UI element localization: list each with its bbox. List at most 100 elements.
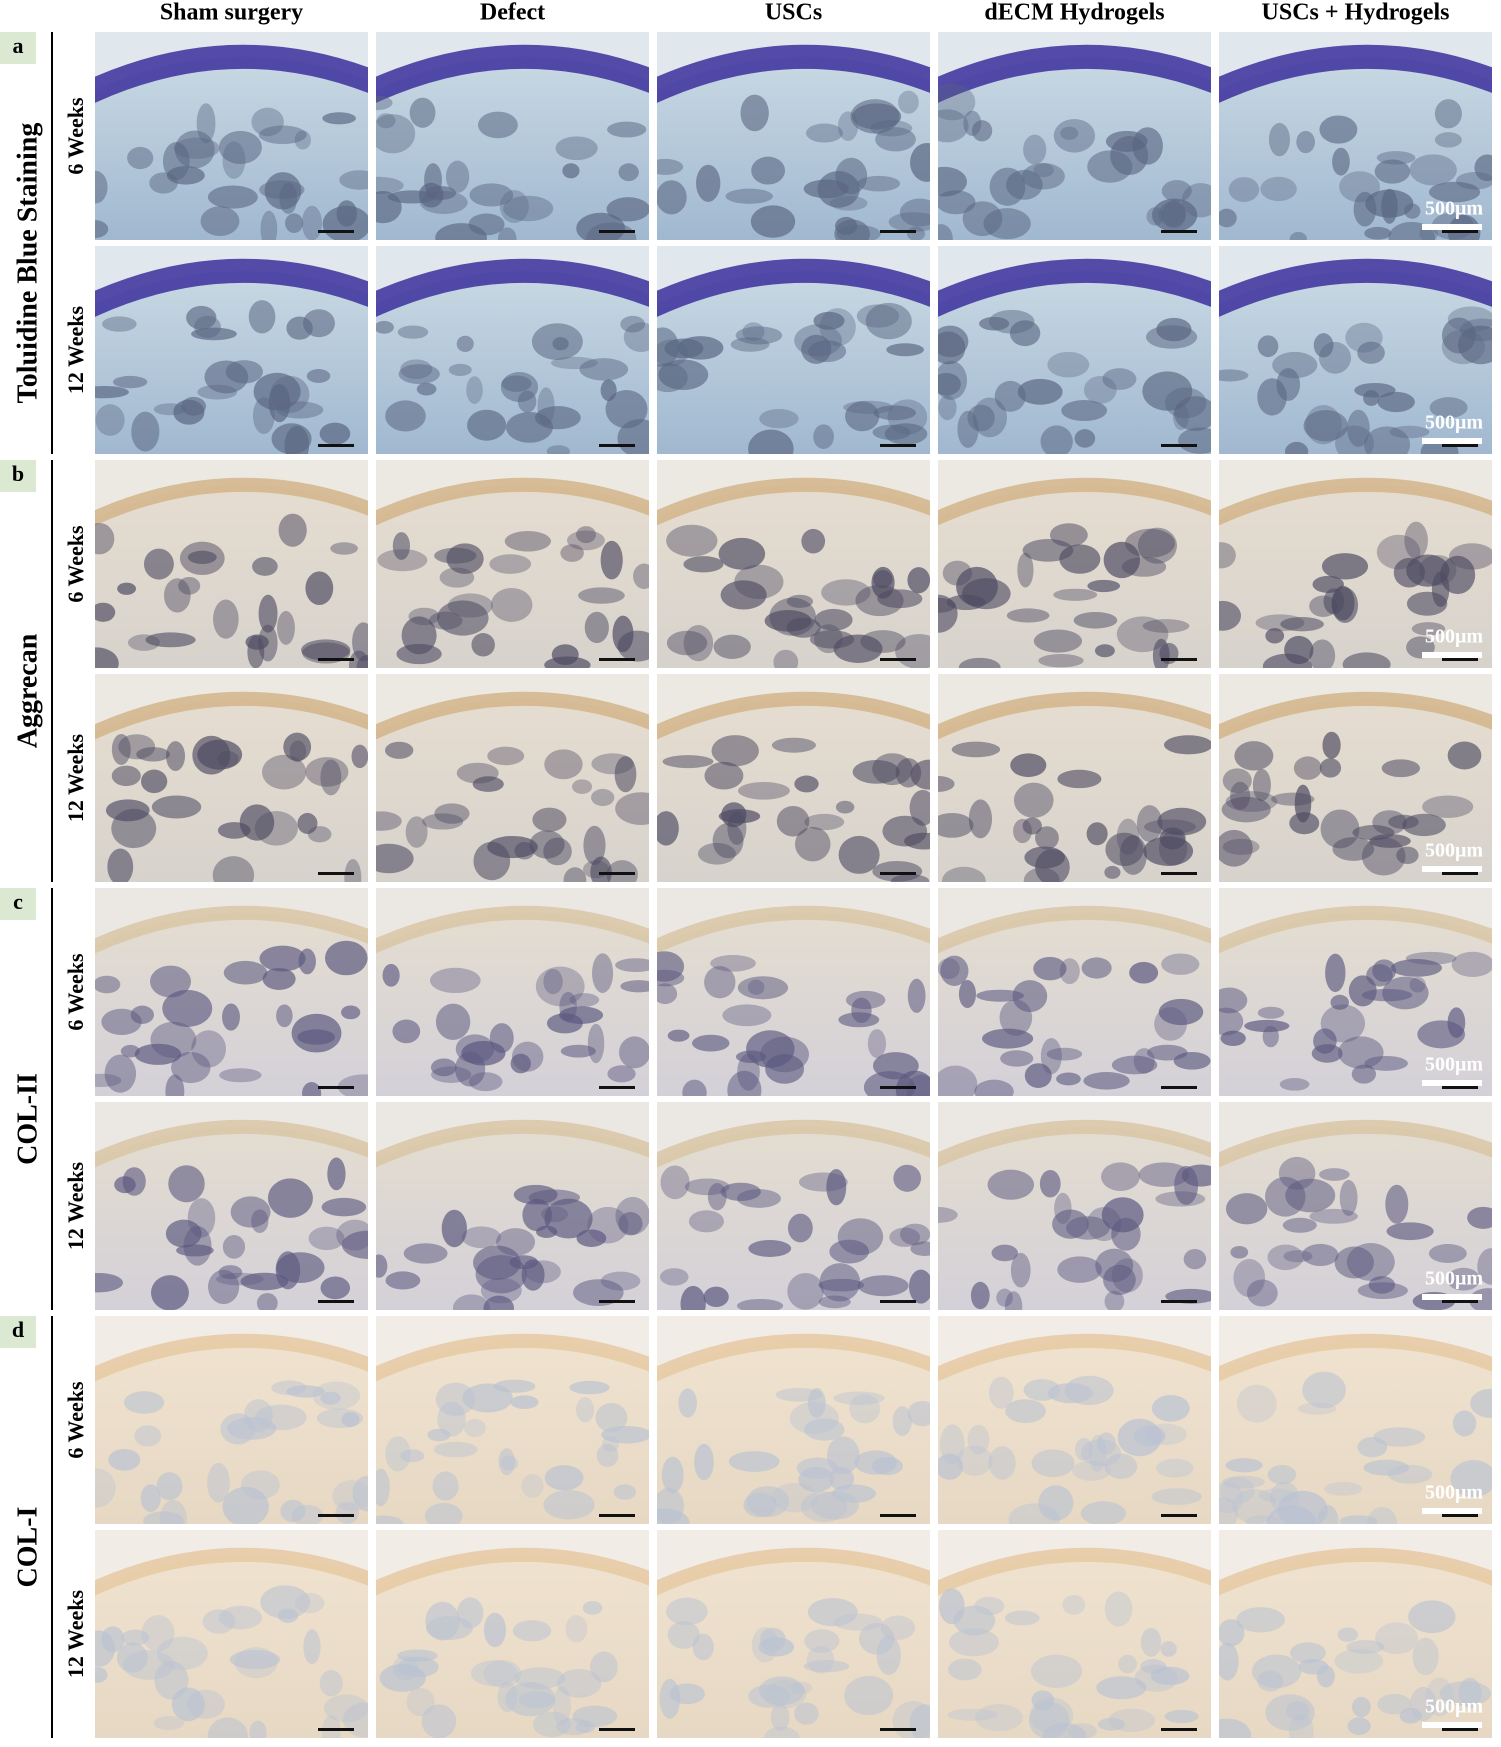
marrow-space xyxy=(306,369,331,383)
marrow-space xyxy=(1137,527,1177,564)
marrow-space xyxy=(1117,1418,1162,1457)
marrow-space xyxy=(1000,1050,1034,1067)
mini-scale-bar xyxy=(880,444,916,447)
mini-scale-bar xyxy=(318,230,354,233)
marrow-space xyxy=(151,795,202,819)
marrow-space xyxy=(510,1053,531,1074)
marrow-space xyxy=(1319,1168,1350,1181)
marrow-space xyxy=(424,1502,463,1524)
marrow-space xyxy=(1178,427,1211,454)
marrow-space xyxy=(322,112,356,125)
marrow-space xyxy=(1142,371,1193,411)
marrow-space xyxy=(958,657,1001,668)
marrow-space xyxy=(1053,588,1098,601)
marrow-space xyxy=(803,1660,850,1673)
marrow-space xyxy=(223,960,268,985)
marrow-space xyxy=(248,300,276,334)
marrow-space xyxy=(552,337,569,351)
marrow-space xyxy=(871,1456,903,1476)
marrow-space xyxy=(319,1670,343,1697)
micrograph-content: 500μm xyxy=(1219,674,1492,882)
marrow-space xyxy=(1074,1437,1094,1461)
marrow-space xyxy=(436,600,489,636)
marrow-space xyxy=(153,1716,185,1731)
marrow-space xyxy=(988,1376,1014,1409)
marrow-space xyxy=(305,757,349,787)
marrow-space xyxy=(327,1157,346,1191)
micrograph-content xyxy=(95,888,368,1096)
marrow-space xyxy=(406,1687,435,1717)
marrow-space xyxy=(1033,163,1054,178)
marrow-space xyxy=(1022,817,1042,835)
marrow-space xyxy=(1162,200,1187,229)
marrow-space xyxy=(1255,614,1305,632)
marrow-space xyxy=(239,804,275,841)
micrograph xyxy=(95,460,368,668)
marrow-space xyxy=(666,630,708,656)
marrow-space xyxy=(127,146,154,170)
marrow-space xyxy=(660,1165,690,1200)
marrow-space xyxy=(684,1178,730,1196)
marrow-space xyxy=(1035,826,1059,850)
marrow-space xyxy=(1033,956,1067,981)
marrow-space xyxy=(1330,994,1349,1010)
marrow-space xyxy=(434,803,470,824)
cartilage-layer xyxy=(376,1333,649,1382)
marrow-space xyxy=(1219,208,1237,228)
marrow-space xyxy=(882,815,928,847)
marrow-space xyxy=(1440,555,1476,595)
tissue xyxy=(1219,912,1492,1096)
marrow-space xyxy=(1447,741,1482,770)
marrow-space xyxy=(487,835,538,859)
micrograph xyxy=(938,1316,1211,1524)
marrow-space xyxy=(105,799,150,822)
micrograph: 500μm xyxy=(1219,674,1492,882)
cartilage-layer xyxy=(938,1119,1211,1168)
marrow-space xyxy=(619,1036,649,1069)
marrow-space xyxy=(748,1239,792,1257)
marrow-space xyxy=(546,445,571,454)
panel-letter-box xyxy=(0,32,36,64)
marrow-space xyxy=(277,610,295,645)
marrow-space xyxy=(207,1269,240,1305)
marrow-space xyxy=(1010,1252,1031,1288)
marrow-space xyxy=(551,644,579,666)
marrow-space xyxy=(1024,846,1065,869)
marrow-space xyxy=(764,1726,800,1738)
marrow-space xyxy=(141,1615,175,1652)
micrograph xyxy=(657,1316,930,1524)
column-header: Sham surgery xyxy=(160,0,303,26)
marrow-space xyxy=(751,156,786,185)
scale-bar-label: 500μm xyxy=(1425,412,1483,434)
marrow-space xyxy=(445,160,470,193)
marrow-space xyxy=(1104,1453,1138,1479)
marrow-space xyxy=(1219,600,1242,631)
marrow-space xyxy=(1056,1072,1081,1086)
marrow-space xyxy=(1133,1048,1155,1074)
cartilage-layer xyxy=(938,44,1211,103)
marrow-space xyxy=(191,1030,227,1068)
marrow-space xyxy=(251,107,284,137)
marrow-space xyxy=(979,316,1010,331)
marrow-space xyxy=(1087,579,1121,593)
marrow-space xyxy=(234,1647,278,1679)
marrow-space xyxy=(615,1196,649,1235)
marrow-space xyxy=(1049,523,1088,547)
marrow-space xyxy=(286,1385,325,1398)
marrow-space xyxy=(1422,795,1474,818)
marrow-space xyxy=(134,1425,162,1447)
marrow-space xyxy=(127,634,161,651)
marrow-space xyxy=(496,1228,536,1256)
marrow-space xyxy=(806,1646,835,1674)
marrow-space xyxy=(462,1383,513,1413)
mini-scale-bar xyxy=(880,1514,916,1517)
marrow-space xyxy=(1260,176,1297,202)
panel-letter-box xyxy=(0,888,36,920)
marrow-space xyxy=(448,363,472,376)
micrograph-content xyxy=(657,1530,930,1738)
marrow-space xyxy=(145,632,196,648)
marrow-space xyxy=(312,1381,361,1410)
scale-bar-label: 500μm xyxy=(1425,840,1483,862)
micrograph xyxy=(95,1316,368,1524)
marrow-space xyxy=(181,396,207,416)
